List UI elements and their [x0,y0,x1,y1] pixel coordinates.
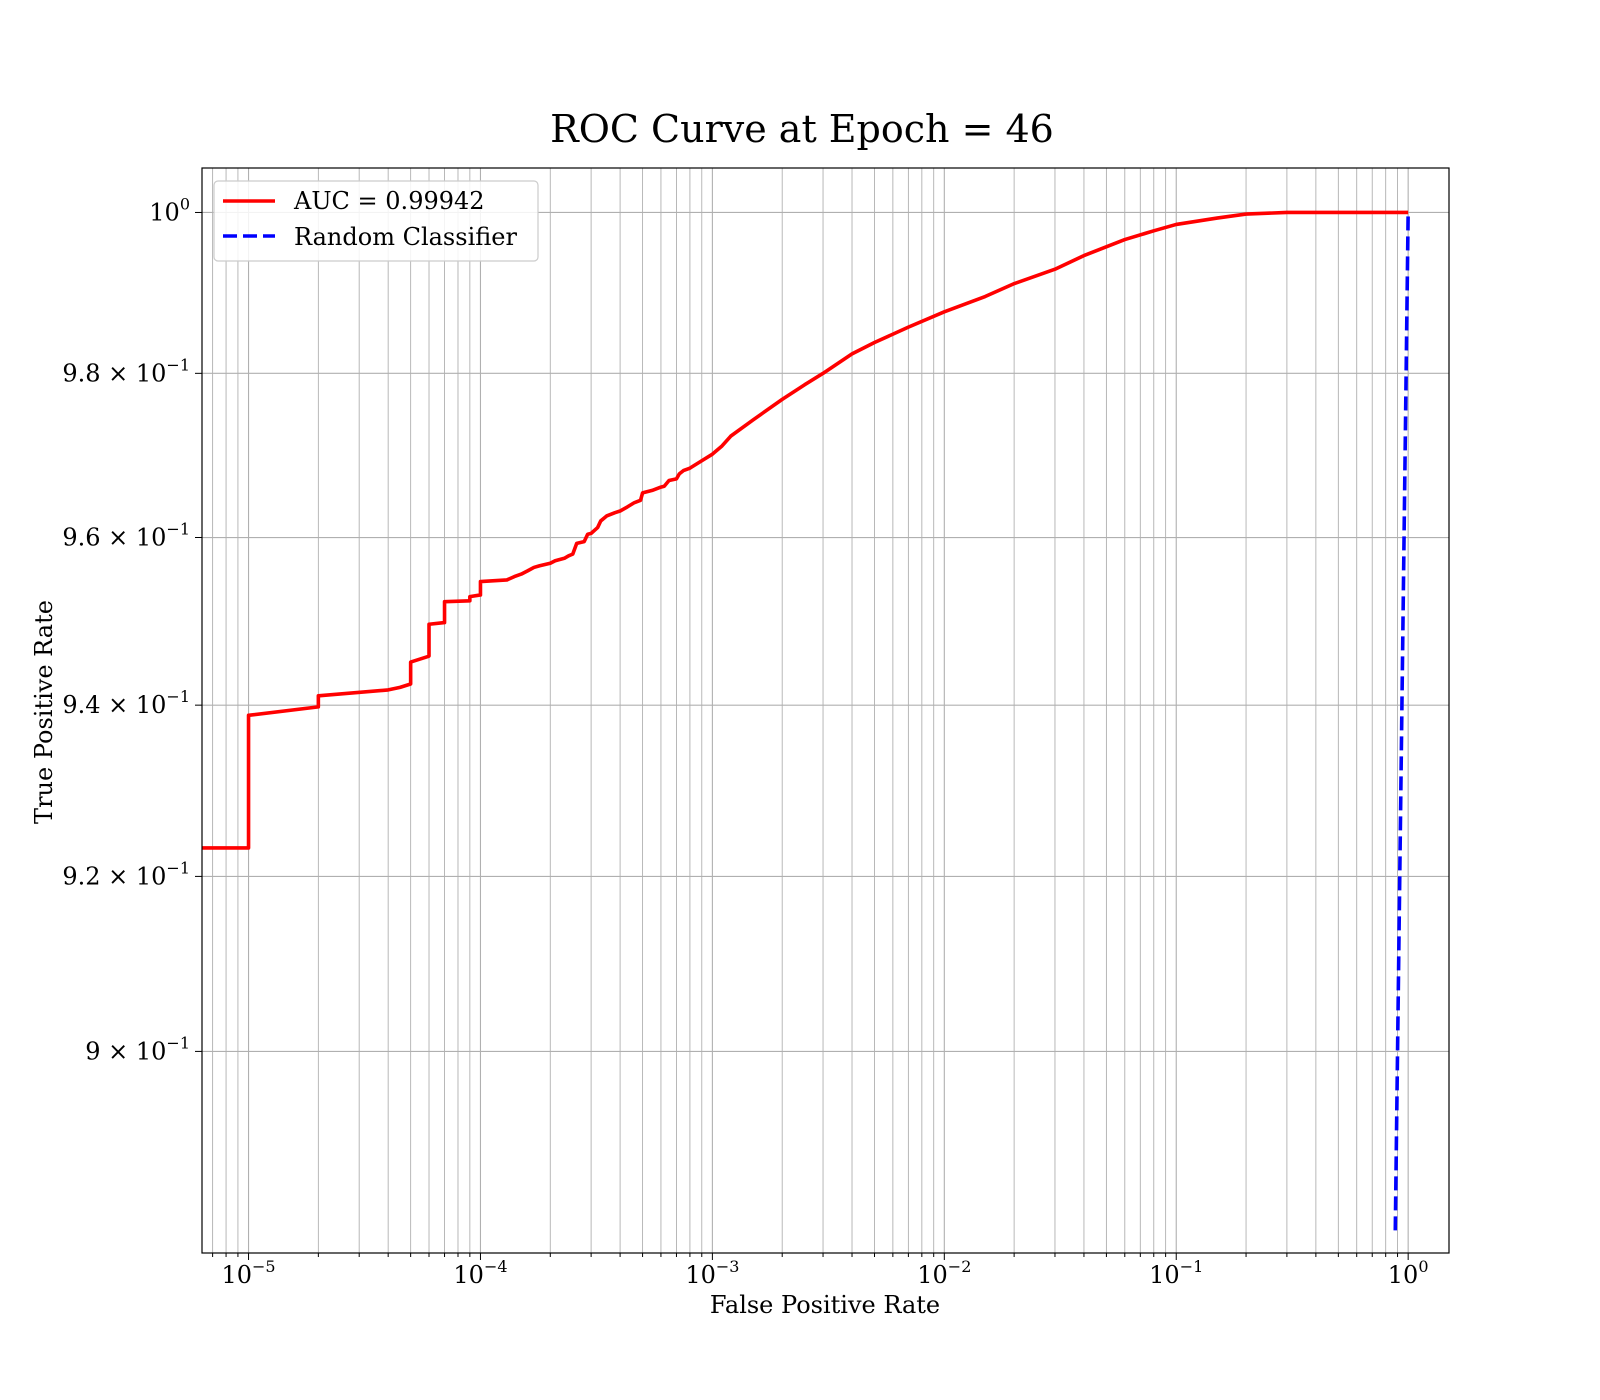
y-axis-ticks: 100 9.8 × 10−1 9.6 × 10−1 9.4 × 10−1 9.2 × 1… [62,194,202,1065]
x-tick-label: 10−3 [685,1257,739,1289]
y-tick-label: 9.8 × 10−1 [62,355,190,387]
y-tick-label: 100 [149,194,190,226]
axes-frame [201,167,1450,1254]
y-tick-label: 9.6 × 10−1 [62,520,190,552]
x-tick-label: 10−4 [453,1257,507,1289]
legend-label-random: Random Classifier [294,223,517,251]
roc-curve-line [202,210,1409,850]
y-tick-label: 9.4 × 10−1 [62,687,190,719]
x-axis-label: False Positive Rate [710,1291,940,1319]
x-tick-label: 100 [1388,1257,1429,1289]
x-axis-ticks: 10−5 10−4 10−3 10−2 10−1 100 [212,1253,1429,1289]
chart-title: ROC Curve at Epoch = 46 [550,107,1054,151]
x-tick-label: 10−1 [1149,1257,1203,1289]
y-axis-label: True Positive Rate [30,600,58,824]
grid [202,168,1449,1253]
y-tick-label: 9.2 × 10−1 [62,858,190,890]
legend-label-roc: AUC = 0.99942 [293,187,485,215]
y-tick-label: 9 × 10−1 [85,1033,190,1065]
plot-area [202,210,1410,1231]
x-tick-label: 10−2 [917,1257,971,1289]
random-classifier-line [1393,212,1410,1231]
legend-box [213,180,539,262]
x-tick-label: 10−5 [221,1257,275,1289]
legend: AUC = 0.99942 Random Classifier [213,180,539,262]
